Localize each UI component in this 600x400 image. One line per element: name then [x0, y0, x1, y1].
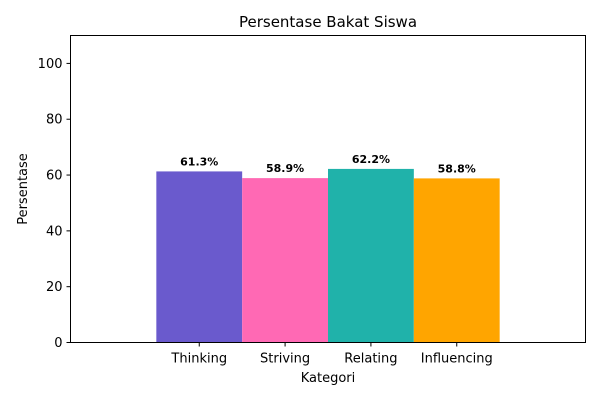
y-tick-label-60: 60 — [46, 169, 63, 184]
bar-influencing — [413, 178, 500, 343]
x-tick-label-striving: Striving — [260, 352, 310, 367]
bar-thinking — [156, 171, 243, 343]
bar-relating — [328, 168, 414, 343]
y-tick-label-80: 80 — [46, 113, 63, 128]
data-labels-group: 61.3% 58.9% 62.2% 58.8% — [180, 153, 476, 175]
data-label-relating: 62.2% — [352, 153, 390, 166]
y-axis: 0 20 40 60 80 100 — [38, 57, 71, 351]
y-tick-label-100: 100 — [38, 57, 63, 72]
x-axis: Thinking Striving Relating Influencing — [170, 342, 493, 367]
y-axis-label: Persentase — [16, 153, 31, 225]
y-tick-label-40: 40 — [46, 224, 63, 239]
y-tick-label-20: 20 — [46, 280, 63, 295]
y-tick-label-0: 0 — [54, 336, 62, 351]
plot-frame — [70, 35, 586, 343]
bars-group — [156, 168, 500, 343]
data-label-striving: 58.9% — [266, 162, 304, 175]
x-tick-label-influencing: Influencing — [421, 352, 493, 367]
x-axis-label: Kategori — [301, 371, 356, 386]
x-tick-label-relating: Relating — [344, 352, 397, 367]
bar-striving — [242, 178, 328, 343]
data-label-influencing: 58.8% — [438, 162, 476, 175]
x-tick-label-thinking: Thinking — [170, 352, 227, 367]
chart-title: Persentase Bakat Siswa — [239, 13, 417, 31]
data-label-thinking: 61.3% — [180, 155, 218, 168]
